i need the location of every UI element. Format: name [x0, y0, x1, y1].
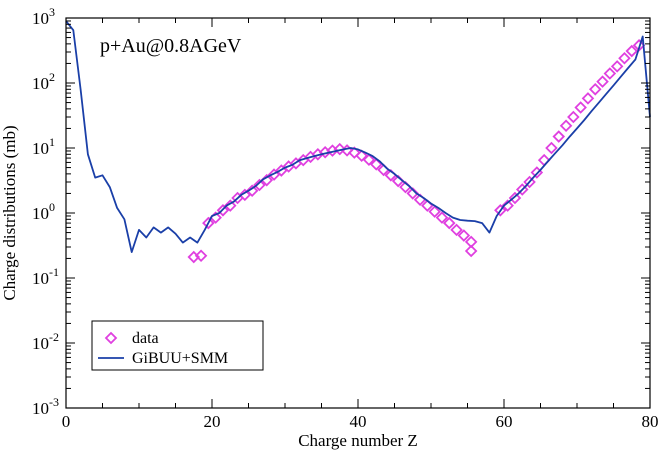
data-point — [406, 187, 420, 200]
data-point — [574, 101, 587, 114]
legend-diamond-swatch — [104, 331, 118, 345]
x-tick-label: 20 — [204, 412, 221, 431]
data-point — [618, 52, 631, 65]
data-point — [275, 164, 288, 177]
series-layer — [65, 20, 651, 264]
data-point — [552, 130, 566, 143]
data-point — [588, 83, 602, 96]
data-point — [603, 67, 617, 80]
data-point — [450, 223, 463, 237]
data-point — [581, 92, 595, 105]
x-tick-label: 0 — [62, 412, 71, 431]
y-tick-label: 10-2 — [32, 330, 59, 353]
x-tick-label: 60 — [496, 412, 513, 431]
data-point — [457, 229, 471, 242]
data-point — [202, 216, 215, 230]
data-point — [194, 249, 208, 263]
ticks-layer: 0 20 40 60 80 10-3 10-2 10-1 100 101 102 103 — [32, 5, 659, 431]
data-point — [523, 175, 536, 189]
x-tick-label: 80 — [642, 412, 659, 431]
legend-label: GiBUU+SMM — [132, 350, 228, 367]
plot-annotation: p+Au@0.8AGeV — [100, 35, 242, 57]
data-point — [545, 141, 558, 155]
data-point — [369, 158, 383, 171]
data-point — [428, 205, 441, 218]
data-point — [435, 211, 449, 224]
data-point — [515, 183, 529, 196]
data-point — [442, 216, 456, 230]
data-point — [464, 244, 478, 258]
data-point — [245, 184, 259, 198]
data-point — [333, 142, 347, 156]
legend-entries: data GiBUU+SMM — [98, 330, 228, 367]
data-point — [596, 75, 609, 88]
data-point — [610, 60, 624, 73]
data-point — [253, 178, 266, 192]
y-tick-label: 10-3 — [32, 395, 59, 418]
y-tick-label: 10-1 — [32, 265, 59, 288]
data-point — [559, 119, 573, 133]
y-tick-label: 100 — [32, 200, 55, 223]
data-point — [355, 149, 368, 163]
data-point — [625, 44, 639, 58]
y-tick-label: 103 — [32, 5, 55, 28]
y-tick-label: 102 — [32, 70, 55, 93]
x-tick-label: 40 — [350, 412, 367, 431]
series-line-gibuu-smm — [65, 20, 651, 253]
legend-box — [91, 320, 264, 371]
data-point — [567, 110, 580, 124]
data-point — [238, 188, 252, 202]
data-point — [348, 146, 361, 159]
data-point — [501, 199, 514, 212]
data-point — [494, 204, 507, 217]
legend: data GiBUU+SMM — [91, 320, 264, 371]
data-point — [508, 191, 522, 205]
y-tick-label: 101 — [32, 135, 55, 158]
x-axis-title: Charge number Z — [298, 431, 418, 450]
y-axis-title: Charge distributions (mb) — [0, 125, 19, 300]
legend-label: data — [132, 330, 159, 347]
data-point — [216, 204, 230, 217]
data-point — [362, 153, 376, 167]
data-point — [223, 199, 237, 212]
